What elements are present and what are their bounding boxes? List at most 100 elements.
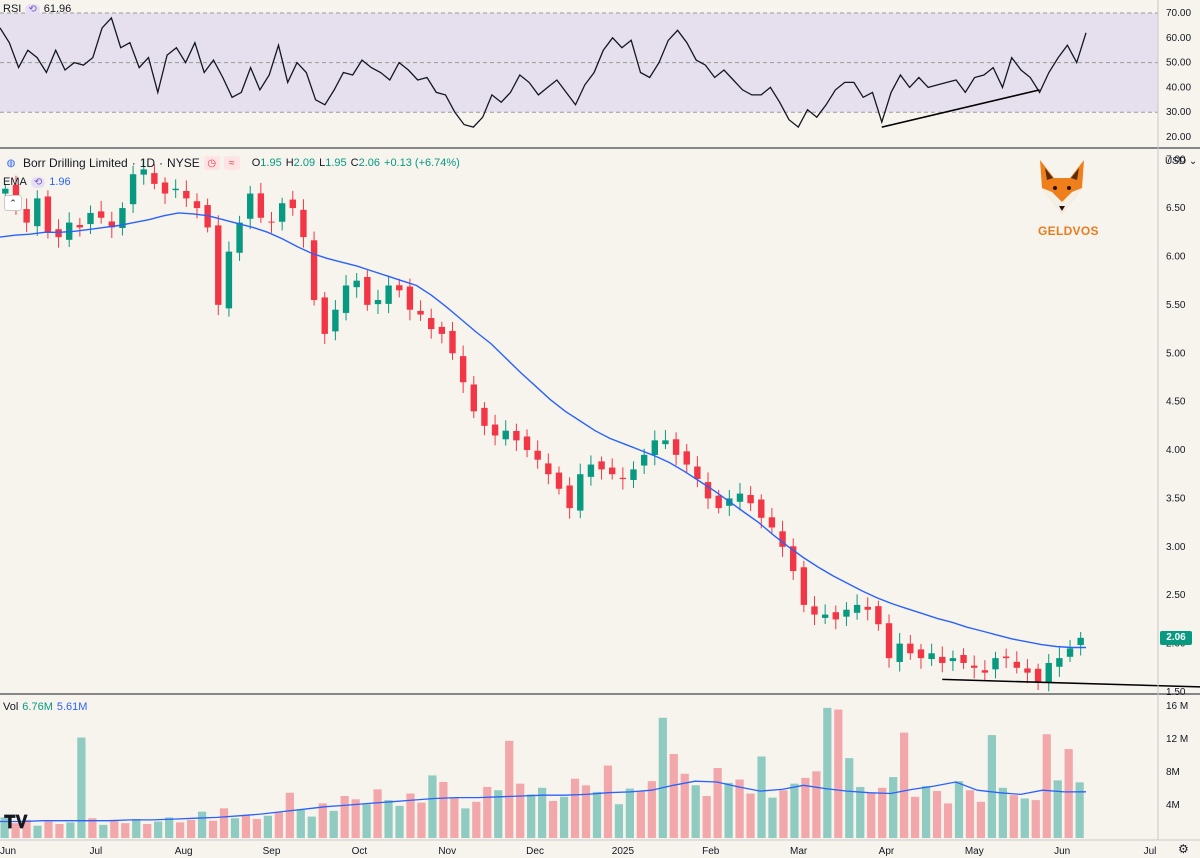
candle-body [1056,658,1063,667]
time-tick-label: Feb [702,846,720,857]
candle [278,197,286,231]
volume-bar [88,818,97,838]
candle-body [843,609,850,617]
candle-body [832,612,839,620]
volume-bar [735,779,744,838]
candle-body [534,450,541,460]
candle-body [917,649,925,659]
tradingview-logo-icon: 𝐓𝐕 [4,812,28,832]
volume-bar [713,768,722,838]
candle [821,604,829,625]
price-tick-label: 4.00 [1166,445,1186,456]
volume-bar [121,823,130,838]
symbol-interval[interactable]: 1D [139,156,156,170]
volume-bar [625,788,634,838]
volume-ma-line [0,780,1087,823]
candle-body [364,276,371,305]
rsi-value: 61.96 [43,3,72,15]
volume-pane [0,707,1087,838]
candle [1045,653,1052,692]
candle-body [513,430,520,441]
candle [651,430,658,466]
globe-icon: ◍ [6,157,16,169]
volume-bar [669,754,678,838]
settings-icon[interactable]: ⟲ [30,176,46,188]
gear-icon[interactable]: ⚙ [1178,842,1189,856]
price-tick-label: 6.50 [1166,203,1186,214]
candle-body [853,604,861,613]
volume-bar [921,786,931,838]
volume-bar [22,819,31,838]
candle-body [140,169,147,175]
candle [1066,640,1074,663]
rsi-tick-label: 30.00 [1166,107,1191,118]
candle-body [587,464,595,477]
symbol-legend[interactable]: ◍ Borr Drilling Limited · 1D · NYSE ◷ ≈ … [3,156,460,170]
volume-bar [296,810,305,838]
time-tick-label: Oct [352,846,368,857]
candle-body [417,310,424,315]
candle-body [896,643,903,662]
candle-body [87,212,94,225]
candle [523,429,531,458]
candle [853,594,861,620]
candle-body [374,300,382,305]
candle-body [225,251,233,309]
candle-body [736,493,744,502]
candle-body [193,201,201,209]
candle [555,466,563,495]
volume-bar [658,717,667,838]
alert-icon[interactable]: ◷ [203,156,220,170]
volume-bar [428,775,437,838]
candle [694,456,701,488]
ema-legend[interactable]: EMA ⟲ 1.96 [3,176,71,188]
price-tick-label: 7.00 [1166,155,1186,166]
wave-icon[interactable]: ≈ [223,156,240,170]
volume-bar [976,801,986,838]
time-tick-label: Dec [526,846,544,857]
candle [502,420,509,446]
candle [289,190,296,216]
candle-body [151,173,158,184]
candle [662,430,669,450]
candle-body [300,209,307,238]
candle-body [1066,648,1074,657]
collapse-button[interactable]: ⌃ [4,195,22,211]
currency-selector[interactable]: USD ⌄ [1165,156,1198,167]
candle [1024,659,1031,684]
candle-body [992,658,999,670]
volume-bar [548,800,558,838]
volume-bar [834,709,843,838]
candle-body [55,229,62,238]
candle-body [129,174,137,205]
volume-bar [527,794,536,838]
ema-label: EMA [3,176,27,188]
candle [459,345,467,393]
candle [768,507,776,534]
candle-body [321,297,328,334]
candle [119,202,126,236]
candle [172,179,179,199]
volume-bar [274,812,283,838]
rsi-legend[interactable]: RSI ⟲ 61.96 [3,3,71,15]
candle [790,538,797,581]
volume-bar [1020,798,1029,838]
volume-tick-label: 16 M [1166,701,1188,712]
candle [907,634,914,660]
candle [811,596,818,626]
candle [577,463,584,519]
candle-body [875,606,882,625]
volume-bar [768,797,777,838]
candle [1056,647,1063,677]
candle [683,443,690,473]
volume-legend[interactable]: Vol 6.76M 5.61M [3,701,87,713]
candle-body [183,190,190,199]
candle-body [97,211,105,218]
volume-bar [351,799,360,838]
volume-bar [1053,780,1062,838]
symbol-name[interactable]: Borr Drilling Limited [23,156,128,170]
settings-icon[interactable]: ⟲ [25,3,40,15]
candle-body [406,286,414,310]
volume-bar [417,802,426,838]
